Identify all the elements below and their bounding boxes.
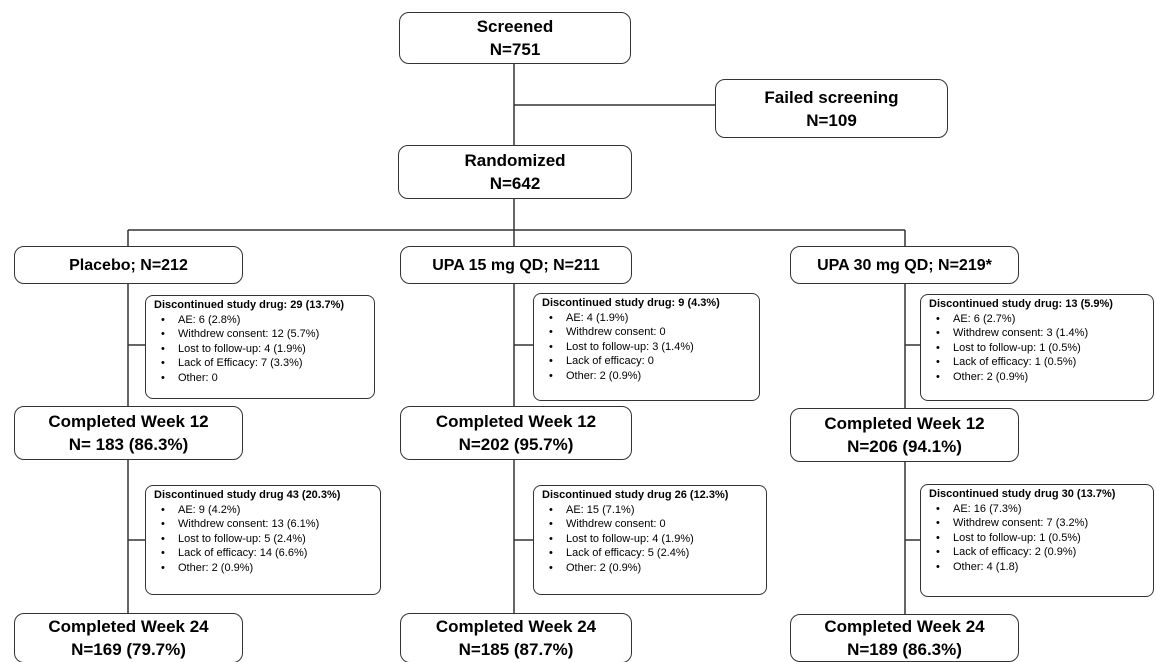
upa30-week24-box: Completed Week 24 N=189 (86.3%) xyxy=(790,614,1019,662)
list-item: Other: 4 (1.8) xyxy=(936,560,1147,575)
list-item: Lost to follow-up: 4 (1.9%) xyxy=(161,342,368,357)
screened-box: Screened N=751 xyxy=(399,12,631,64)
list-item: AE: 6 (2.7%) xyxy=(936,312,1147,327)
week24-title: Completed Week 24 xyxy=(435,617,597,636)
placebo-disc12-box: Discontinued study drug: 29 (13.7%) AE: … xyxy=(145,295,375,399)
list-item: AE: 15 (7.1%) xyxy=(549,503,760,518)
upa30-disc24-box: Discontinued study drug 30 (13.7%) AE: 1… xyxy=(920,484,1154,597)
list-item: Withdrew consent: 0 xyxy=(549,517,760,532)
list-item: Lost to follow-up: 1 (0.5%) xyxy=(936,341,1147,356)
list-item: Withdrew consent: 0 xyxy=(549,325,753,340)
week12-count: N= 183 (86.3%) xyxy=(68,435,189,454)
list-item: Other: 2 (0.9%) xyxy=(161,561,374,576)
list-item: Lost to follow-up: 1 (0.5%) xyxy=(936,531,1147,546)
arm-placebo-label: Placebo; N=212 xyxy=(69,256,188,274)
week12-count: N=202 (95.7%) xyxy=(458,435,574,454)
disc-title: Discontinued study drug: 29 (13.7%) xyxy=(154,299,345,311)
list-item: Lack of Efficacy: 7 (3.3%) xyxy=(161,356,368,371)
disc-reasons-list: AE: 16 (7.3%) Withdrew consent: 7 (3.2%)… xyxy=(929,502,1147,575)
arm-upa30-box: UPA 30 mg QD; N=219* xyxy=(790,246,1019,284)
week24-title: Completed Week 24 xyxy=(824,617,985,636)
week12-count: N=206 (94.1%) xyxy=(847,437,962,456)
upa30-disc12-box: Discontinued study drug: 13 (5.9%) AE: 6… xyxy=(920,294,1154,401)
disc-reasons-list: AE: 4 (1.9%) Withdrew consent: 0 Lost to… xyxy=(542,311,753,384)
arm-upa15-box: UPA 15 mg QD; N=211 xyxy=(400,246,632,284)
disc-reasons-list: AE: 15 (7.1%) Withdrew consent: 0 Lost t… xyxy=(542,503,760,576)
list-item: Lost to follow-up: 4 (1.9%) xyxy=(549,532,760,547)
upa15-week24-box: Completed Week 24 N=185 (87.7%) xyxy=(400,613,632,662)
list-item: Other: 2 (0.9%) xyxy=(936,370,1147,385)
week12-title: Completed Week 12 xyxy=(48,412,209,431)
placebo-disc24-box: Discontinued study drug 43 (20.3%) AE: 9… xyxy=(145,485,381,595)
list-item: Lack of efficacy: 1 (0.5%) xyxy=(936,355,1147,370)
week24-count: N=189 (86.3%) xyxy=(847,640,962,659)
week24-count: N=185 (87.7%) xyxy=(458,640,574,659)
randomized-title: Randomized xyxy=(464,151,566,170)
disc-title: Discontinued study drug 30 (13.7%) xyxy=(929,488,1116,500)
list-item: AE: 16 (7.3%) xyxy=(936,502,1147,517)
disc-reasons-list: AE: 6 (2.7%) Withdrew consent: 3 (1.4%) … xyxy=(929,312,1147,385)
arm-upa30-label: UPA 30 mg QD; N=219* xyxy=(817,256,992,274)
week24-count: N=169 (79.7%) xyxy=(71,640,186,659)
week12-title: Completed Week 12 xyxy=(824,414,985,433)
disc-title: Discontinued study drug 26 (12.3%) xyxy=(542,489,729,501)
failed-title: Failed screening xyxy=(764,87,899,107)
list-item: Lack of efficacy: 14 (6.6%) xyxy=(161,546,374,561)
list-item: Lost to follow-up: 5 (2.4%) xyxy=(161,532,374,547)
disc-reasons-list: AE: 6 (2.8%) Withdrew consent: 12 (5.7%)… xyxy=(154,313,368,386)
failed-count: N=109 xyxy=(806,110,857,130)
randomized-count: N=642 xyxy=(489,174,541,193)
upa30-week12-box: Completed Week 12 N=206 (94.1%) xyxy=(790,408,1019,462)
list-item: Withdrew consent: 12 (5.7%) xyxy=(161,327,368,342)
failed-screening-box: Failed screening N=109 xyxy=(715,79,948,138)
list-item: Other: 2 (0.9%) xyxy=(549,369,753,384)
list-item: Lack of efficacy: 2 (0.9%) xyxy=(936,545,1147,560)
disc-title: Discontinued study drug 43 (20.3%) xyxy=(154,489,341,501)
arm-upa15-label: UPA 15 mg QD; N=211 xyxy=(432,256,600,274)
week12-title: Completed Week 12 xyxy=(435,412,597,431)
list-item: Other: 0 xyxy=(161,371,368,386)
list-item: Withdrew consent: 13 (6.1%) xyxy=(161,517,374,532)
arm-placebo-box: Placebo; N=212 xyxy=(14,246,243,284)
upa15-disc24-box: Discontinued study drug 26 (12.3%) AE: 1… xyxy=(533,485,767,595)
week24-title: Completed Week 24 xyxy=(48,617,209,636)
list-item: AE: 9 (4.2%) xyxy=(161,503,374,518)
disc-title: Discontinued study drug: 9 (4.3%) xyxy=(542,297,720,309)
list-item: AE: 4 (1.9%) xyxy=(549,311,753,326)
list-item: Withdrew consent: 7 (3.2%) xyxy=(936,516,1147,531)
screened-count: N=751 xyxy=(489,40,541,59)
list-item: Lack of efficacy: 5 (2.4%) xyxy=(549,546,760,561)
placebo-week12-box: Completed Week 12 N= 183 (86.3%) xyxy=(14,406,243,460)
screened-title: Screened xyxy=(476,17,554,36)
list-item: Other: 2 (0.9%) xyxy=(549,561,760,576)
randomized-box: Randomized N=642 xyxy=(398,145,632,199)
list-item: Withdrew consent: 3 (1.4%) xyxy=(936,326,1147,341)
placebo-week24-box: Completed Week 24 N=169 (79.7%) xyxy=(14,613,243,662)
list-item: Lost to follow-up: 3 (1.4%) xyxy=(549,340,753,355)
list-item: AE: 6 (2.8%) xyxy=(161,313,368,328)
upa15-disc12-box: Discontinued study drug: 9 (4.3%) AE: 4 … xyxy=(533,293,760,401)
list-item: Lack of efficacy: 0 xyxy=(549,354,753,369)
disc-title: Discontinued study drug: 13 (5.9%) xyxy=(929,298,1113,310)
disc-reasons-list: AE: 9 (4.2%) Withdrew consent: 13 (6.1%)… xyxy=(154,503,374,576)
upa15-week12-box: Completed Week 12 N=202 (95.7%) xyxy=(400,406,632,460)
